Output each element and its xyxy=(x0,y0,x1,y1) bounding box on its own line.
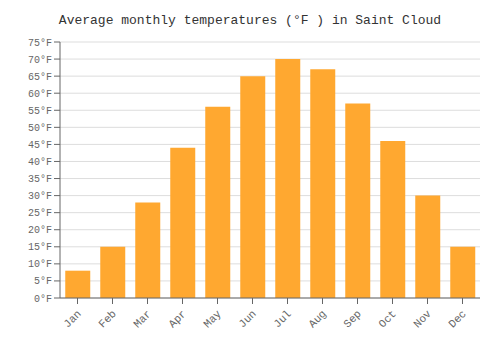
svg-text:Aug: Aug xyxy=(306,308,328,330)
svg-text:Feb: Feb xyxy=(96,308,118,330)
svg-text:50°F: 50°F xyxy=(28,123,52,134)
svg-text:Oct: Oct xyxy=(376,308,398,330)
svg-text:30°F: 30°F xyxy=(28,191,52,202)
svg-text:5°F: 5°F xyxy=(34,276,52,287)
svg-text:55°F: 55°F xyxy=(28,106,52,117)
svg-text:10°F: 10°F xyxy=(28,259,52,270)
svg-text:May: May xyxy=(201,308,224,331)
svg-text:20°F: 20°F xyxy=(28,225,52,236)
svg-text:65°F: 65°F xyxy=(28,72,52,83)
svg-text:45°F: 45°F xyxy=(28,140,52,151)
svg-text:Jan: Jan xyxy=(61,308,83,330)
svg-text:Sep: Sep xyxy=(341,308,363,330)
svg-text:25°F: 25°F xyxy=(28,208,52,219)
svg-text:Apr: Apr xyxy=(166,308,188,330)
svg-text:40°F: 40°F xyxy=(28,157,52,168)
html-text:Average monthly temperatures (: Average monthly temperatures (°F ) in Sa… xyxy=(58,13,442,28)
svg-text:Jun: Jun xyxy=(236,308,258,330)
svg-text:15°F: 15°F xyxy=(28,242,52,253)
svg-text:Nov: Nov xyxy=(411,308,434,331)
svg-text:35°F: 35°F xyxy=(28,174,52,185)
svg-text:60°F: 60°F xyxy=(28,89,52,100)
svg-text:0°F: 0°F xyxy=(34,294,52,305)
svg-text:Mar: Mar xyxy=(131,308,153,330)
svg-text:70°F: 70°F xyxy=(28,55,52,66)
svg-text:Dec: Dec xyxy=(446,308,468,330)
svg-text:Jul: Jul xyxy=(271,308,293,330)
svg-text:75°F: 75°F xyxy=(28,38,52,49)
